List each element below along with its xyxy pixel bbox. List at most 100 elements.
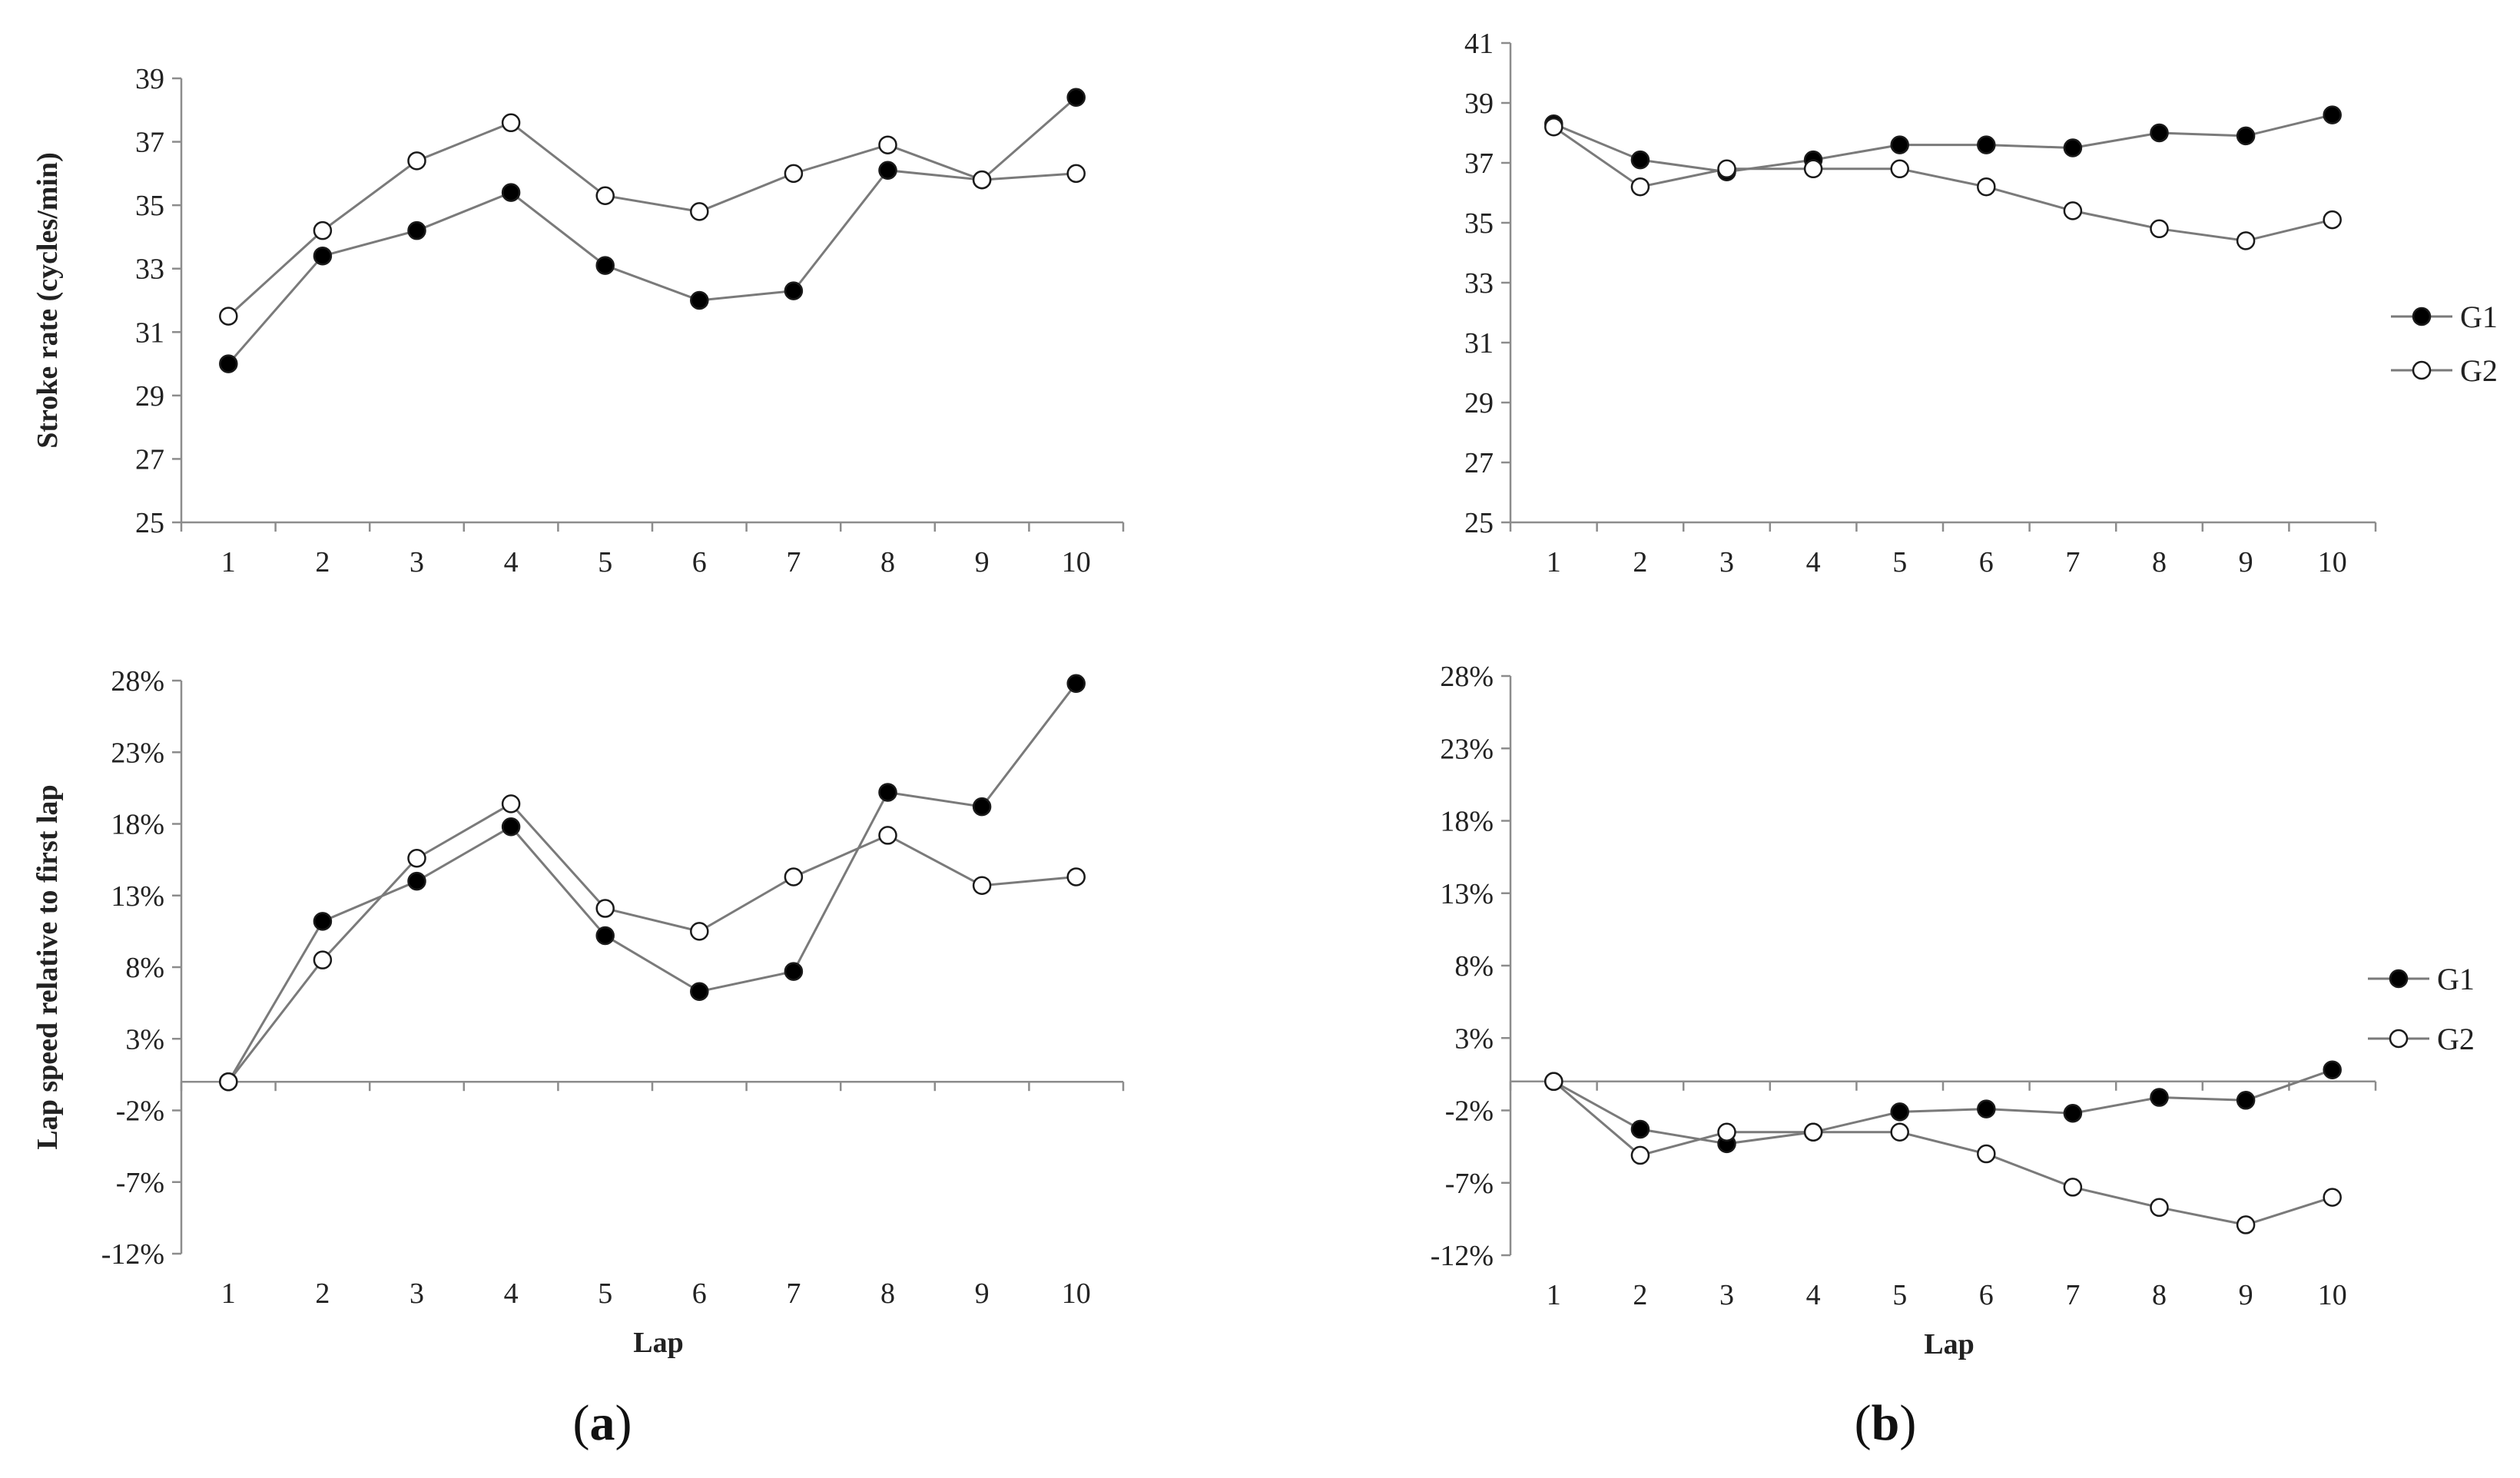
data-point-g2 (313, 950, 333, 969)
data-point-g2 (1066, 164, 1086, 184)
data-point-g1 (2323, 105, 2342, 124)
data-point-g2 (2150, 219, 2169, 239)
y-tick-label: 13% (111, 880, 164, 913)
data-point-g1 (1977, 1099, 1996, 1118)
x-tick-label: 5 (598, 1278, 612, 1310)
data-point-g2 (219, 307, 238, 326)
data-point-g2 (595, 186, 615, 206)
y-axis-title: Stroke rate (cycles/min) (32, 152, 64, 449)
data-point-g1 (313, 246, 333, 266)
data-point-g1 (878, 783, 897, 802)
x-tick-label: 2 (1633, 1279, 1647, 1311)
x-tick-label: 7 (2065, 546, 2080, 578)
x-tick-label: 7 (2065, 1279, 2080, 1311)
series-line-g1 (1553, 1069, 2333, 1145)
data-point-g2 (972, 876, 992, 895)
x-tick-label: 6 (692, 1278, 707, 1310)
x-tick-label: 2 (1633, 546, 1647, 578)
x-tick-label: 1 (1547, 546, 1561, 578)
series-line-g2 (1553, 1080, 2333, 1226)
x-tick-label: 9 (975, 546, 990, 578)
data-point-g2 (1066, 867, 1086, 886)
x-tick-label: 9 (2239, 1279, 2253, 1311)
data-point-g1 (501, 183, 521, 202)
y-tick-label: 27 (135, 443, 164, 476)
data-point-g1 (1630, 150, 1650, 170)
data-point-g2 (1717, 159, 1736, 179)
data-point-g2 (878, 135, 897, 154)
data-point-g2 (1977, 177, 1996, 197)
data-point-g1 (784, 281, 804, 300)
data-point-g2 (1890, 159, 1909, 179)
x-tick-label: 3 (410, 546, 424, 578)
x-tick-label: 6 (1979, 546, 1994, 578)
data-point-g2 (1717, 1122, 1736, 1142)
y-tick-label: 28% (111, 665, 164, 698)
legend-marker-g1 (2412, 307, 2432, 326)
data-point-g1 (219, 354, 238, 373)
y-tick-label: 39 (135, 63, 164, 95)
y-tick-label: 3% (125, 1023, 164, 1055)
data-point-g1 (2150, 1088, 2169, 1107)
legend-marker-g2 (2412, 360, 2432, 380)
data-point-g2 (2063, 201, 2083, 220)
x-axis-title: Lap (633, 1327, 683, 1359)
data-point-g1 (595, 926, 615, 946)
data-point-g2 (1803, 159, 1823, 179)
data-point-g2 (2063, 1178, 2083, 1197)
x-tick-label: 8 (2152, 1279, 2167, 1311)
y-tick-label: -7% (116, 1167, 164, 1199)
data-point-g1 (501, 817, 521, 837)
y-tick-label: -12% (101, 1238, 164, 1271)
y-tick-label: -12% (1431, 1240, 1494, 1272)
x-tick-label: 6 (1979, 1279, 1994, 1311)
data-point-g2 (1544, 117, 1563, 137)
y-tick-label: -7% (1445, 1168, 1494, 1200)
legend-label: G1 (2437, 962, 2475, 996)
x-tick-label: 10 (1062, 1278, 1091, 1310)
series-line-g1 (1553, 114, 2333, 174)
y-tick-label: 41 (1464, 28, 1494, 60)
legend: G1 G2 (2368, 962, 2475, 1056)
svg-text:(b): (b) (1855, 1395, 1917, 1451)
data-point-g2 (407, 151, 426, 171)
data-point-g1 (1977, 135, 1996, 154)
series-line-g1 (227, 682, 1077, 1082)
data-point-g2 (2323, 1188, 2342, 1207)
data-point-g2 (1977, 1144, 1996, 1164)
data-point-g1 (878, 161, 897, 180)
y-axis-title: Lap speed relative to first lap (32, 784, 64, 1149)
x-tick-label: 2 (315, 546, 330, 578)
data-point-g2 (690, 922, 709, 941)
y-tick-label: 25 (135, 507, 164, 539)
data-point-g1 (972, 797, 992, 817)
data-point-g1 (1890, 135, 1909, 154)
data-point-g1 (1630, 1119, 1650, 1139)
data-point-g2 (1544, 1072, 1563, 1092)
data-point-g2 (219, 1072, 238, 1092)
chart-a_bottom: -12% -7% -2% 3% 8% 13% 18% 23% 28% 1 2 3 4 5 6 7 8 9 10 Lap… (32, 665, 1125, 1359)
data-point-g1 (784, 962, 804, 981)
y-tick-label: 31 (1464, 327, 1494, 360)
y-tick-label: 37 (135, 127, 164, 159)
data-point-g1 (690, 290, 709, 310)
y-tick-label: 3% (1454, 1022, 1494, 1055)
x-tick-label: 4 (504, 546, 519, 578)
legend-label: G2 (2460, 353, 2498, 388)
y-tick-label: 18% (111, 809, 164, 841)
series-line-g2 (227, 802, 1076, 1083)
data-point-g1 (2063, 138, 2083, 157)
y-tick-label: 33 (1464, 267, 1494, 300)
y-tick-label: 29 (1464, 387, 1494, 419)
data-point-g1 (407, 220, 426, 240)
data-point-g2 (1803, 1122, 1823, 1142)
y-tick-label: -2% (1445, 1095, 1494, 1128)
data-point-g2 (501, 113, 521, 133)
data-point-g2 (595, 899, 615, 918)
caption-a: (a) (573, 1395, 632, 1451)
x-tick-label: 9 (2239, 546, 2253, 578)
x-tick-label: 10 (2318, 1279, 2347, 1311)
y-tick-label: 23% (111, 737, 164, 769)
series-line-g2 (1553, 125, 2333, 242)
